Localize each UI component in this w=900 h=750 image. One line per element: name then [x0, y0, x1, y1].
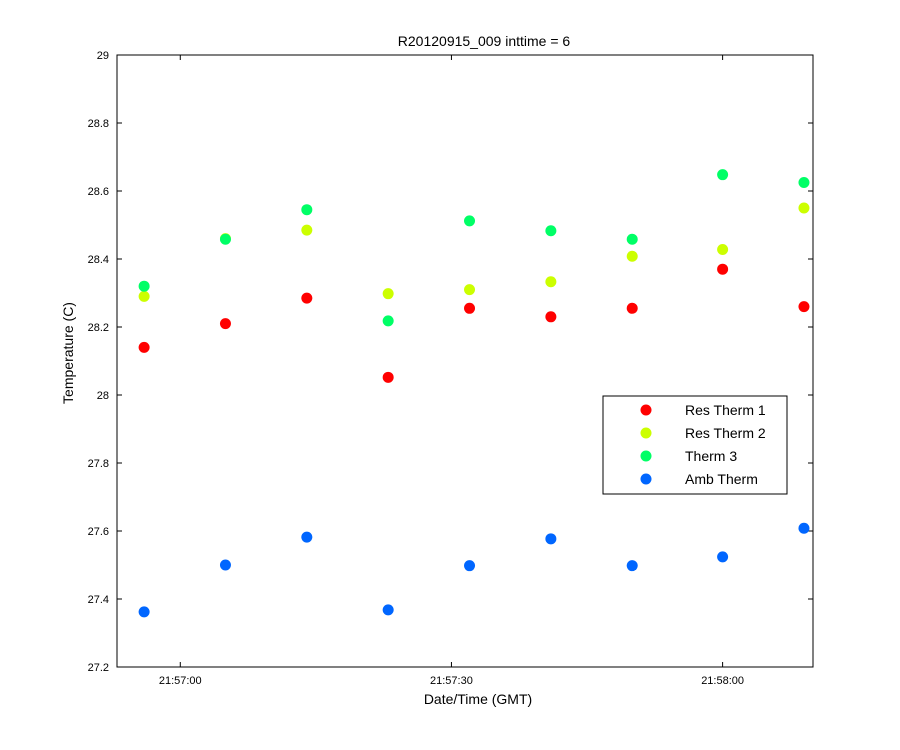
data-point — [301, 224, 313, 236]
x-tick-label: 21:57:30 — [430, 675, 473, 687]
y-tick-label: 27.4 — [88, 594, 109, 606]
data-point — [626, 560, 638, 572]
y-tick-label: 28.6 — [88, 186, 109, 198]
series-amb-therm — [138, 522, 810, 618]
legend: Res Therm 1 Res Therm 2 Therm 3 Amb Therm — [602, 395, 788, 495]
data-point — [545, 311, 557, 323]
plot-area — [116, 54, 814, 668]
data-point — [382, 604, 394, 616]
data-point — [717, 263, 729, 275]
data-point — [717, 243, 729, 255]
y-tick-label: 27.6 — [88, 526, 109, 538]
data-point — [798, 301, 810, 313]
legend-label: Amb Therm — [685, 471, 758, 487]
data-point — [464, 284, 476, 296]
y-tick-label: 27.8 — [88, 458, 109, 470]
y-tick-label: 27.2 — [88, 662, 109, 674]
data-point — [798, 202, 810, 214]
y-tick-label: 29 — [97, 50, 109, 62]
plot-frame — [116, 54, 814, 668]
data-point — [382, 288, 394, 300]
data-point — [464, 215, 476, 227]
data-point — [219, 233, 231, 245]
data-point — [382, 371, 394, 383]
x-tick-label: 21:58:00 — [701, 675, 744, 687]
x-axis-title: Date/Time (GMT) — [424, 691, 532, 707]
data-point — [301, 292, 313, 304]
y-tick-label: 28 — [97, 390, 109, 402]
data-point — [545, 225, 557, 237]
data-point — [626, 233, 638, 245]
data-point — [219, 559, 231, 571]
data-point — [138, 290, 150, 302]
legend-label: Therm 3 — [685, 448, 737, 464]
data-point — [138, 606, 150, 618]
data-point — [138, 280, 150, 292]
data-point — [545, 276, 557, 288]
data-point — [382, 315, 394, 327]
data-points — [138, 169, 810, 618]
series-res-therm-1 — [138, 263, 810, 383]
data-point — [626, 302, 638, 314]
legend-box — [602, 395, 788, 495]
legend-marker — [640, 404, 652, 416]
data-point — [464, 560, 476, 572]
data-point — [219, 318, 231, 330]
legend-marker — [640, 473, 652, 485]
data-point — [138, 341, 150, 353]
y-axis-title: Temperature (C) — [60, 302, 76, 404]
legend-marker — [640, 450, 652, 462]
series-therm-3 — [138, 169, 810, 327]
data-point — [798, 177, 810, 188]
y-tick-label: 28.8 — [88, 118, 109, 130]
y-tick-label: 28.4 — [88, 254, 109, 266]
data-point — [626, 250, 638, 262]
data-point — [717, 169, 729, 181]
y-axis: 27.2 27.4 27.6 27.8 28 28.2 28.4 28.6 28.8 29 — [88, 50, 813, 674]
data-point — [545, 533, 557, 545]
data-point — [717, 551, 729, 563]
legend-marker — [640, 427, 652, 439]
data-point — [464, 302, 476, 314]
data-point — [301, 531, 313, 543]
y-tick-label: 28.2 — [88, 322, 109, 334]
legend-label: Res Therm 1 — [685, 402, 766, 418]
x-tick-label: 21:57:00 — [159, 675, 202, 687]
chart-title: R20120915_009 inttime = 6 — [398, 33, 571, 49]
x-axis: 21:57:00 21:57:30 21:58:00 — [159, 55, 744, 687]
data-point — [301, 204, 313, 216]
legend-label: Res Therm 2 — [685, 425, 766, 441]
data-point — [798, 522, 810, 534]
